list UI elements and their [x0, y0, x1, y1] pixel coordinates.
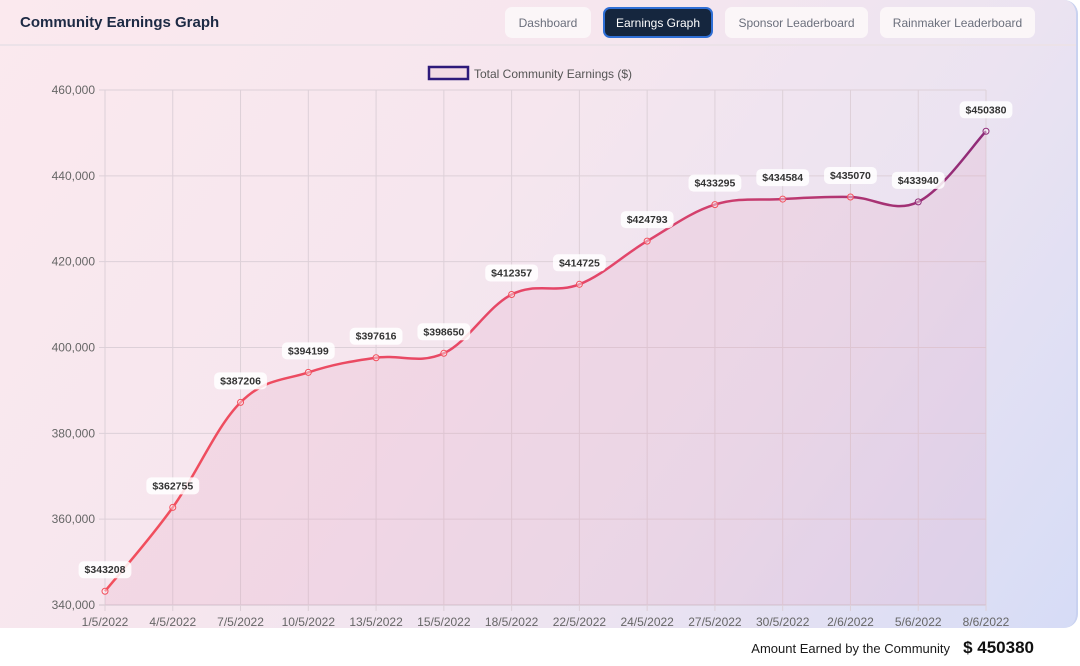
x-tick-label: 15/5/2022: [417, 615, 471, 628]
data-label: $433940: [898, 175, 939, 187]
x-tick-label: 5/6/2022: [895, 615, 942, 628]
y-tick-label: 380,000: [52, 426, 96, 440]
data-label-bg: [485, 264, 539, 282]
data-label: $387206: [220, 375, 261, 387]
x-tick-label: 8/6/2022: [963, 615, 1010, 628]
x-tick-label: 4/5/2022: [149, 615, 196, 628]
x-tick-label: 10/5/2022: [282, 615, 336, 628]
amount-label: Amount Earned by the Community: [751, 641, 950, 656]
y-tick-label: 340,000: [52, 598, 96, 612]
legend-label: Total Community Earnings ($): [474, 67, 632, 81]
data-point: [643, 237, 651, 245]
x-tick-label: 13/5/2022: [349, 615, 403, 628]
x-tick-label: 30/5/2022: [756, 615, 810, 628]
y-tick-label: 420,000: [52, 255, 96, 269]
data-point: [169, 503, 177, 511]
x-tick-label: 1/5/2022: [82, 615, 129, 628]
x-tick-label: 24/5/2022: [620, 615, 674, 628]
nav-sponsor-leaderboard[interactable]: Sponsor Leaderboard: [725, 7, 868, 38]
amount-value: $ 450380: [963, 638, 1034, 657]
data-label-bg: [417, 323, 471, 341]
data-label-bg: [552, 254, 606, 272]
data-label-bg: [78, 561, 132, 579]
data-label-bg: [214, 372, 267, 390]
nav-rainmaker-leaderboard[interactable]: Rainmaker Leaderboard: [880, 7, 1035, 38]
data-point: [440, 349, 448, 357]
y-tick-label: 360,000: [52, 512, 96, 526]
data-label: $424793: [627, 214, 668, 226]
page-title: Community Earnings Graph: [20, 14, 220, 31]
x-tick-label: 22/5/2022: [553, 615, 607, 628]
data-point: [508, 290, 516, 298]
data-label: $435070: [830, 170, 871, 182]
data-label-bg: [688, 174, 742, 192]
y-tick-label: 460,000: [52, 83, 96, 97]
data-label: $362755: [152, 480, 193, 492]
header: Community Earnings Graph Dashboard Earni…: [0, 0, 1076, 46]
nav-earnings-graph[interactable]: Earnings Graph: [603, 7, 713, 38]
nav-dashboard[interactable]: Dashboard: [505, 7, 591, 38]
data-label-bg: [959, 101, 1013, 119]
data-point: [711, 201, 719, 209]
x-tick-label: 27/5/2022: [688, 615, 742, 628]
legend-swatch: [427, 65, 470, 81]
data-label-bg: [891, 171, 945, 189]
y-tick-label: 440,000: [52, 169, 96, 183]
earnings-chart: 340,000 360,000 380,000 400,000 420,000 440,0…: [51, 65, 1013, 628]
data-label: $397616: [356, 331, 397, 343]
data-point: [101, 587, 109, 595]
x-tick-label: 18/5/2022: [485, 615, 539, 628]
data-label-bg: [824, 166, 877, 184]
data-label: $343208: [85, 564, 126, 576]
chart-panel: Community Earnings Graph Dashboard Earni…: [0, 0, 1078, 628]
data-label-bg: [349, 327, 403, 345]
data-label: $434584: [762, 172, 803, 184]
data-point: [846, 193, 854, 201]
x-tick-label: 2/6/2022: [827, 615, 874, 628]
data-label-bg: [281, 342, 335, 360]
data-point: [575, 280, 583, 288]
data-point: [914, 198, 922, 206]
footer: Amount Earned by the Community $ 450380: [0, 628, 1080, 666]
data-point: [779, 195, 787, 203]
data-label: $412357: [491, 267, 532, 279]
data-label: $450380: [966, 104, 1007, 116]
data-label: $433295: [694, 178, 735, 190]
data-point: [982, 127, 990, 135]
x-tick-label: 7/5/2022: [217, 615, 264, 628]
data-label: $394199: [288, 345, 329, 357]
y-tick-label: 400,000: [52, 341, 96, 355]
area-fill: [105, 131, 986, 605]
data-point: [237, 398, 245, 406]
data-label-bg: [620, 211, 674, 229]
data-label: $398650: [423, 326, 464, 338]
data-label: $414725: [559, 257, 600, 269]
data-point: [304, 368, 312, 376]
data-point: [372, 354, 380, 362]
data-label-bg: [756, 169, 810, 187]
data-label-bg: [146, 477, 200, 495]
